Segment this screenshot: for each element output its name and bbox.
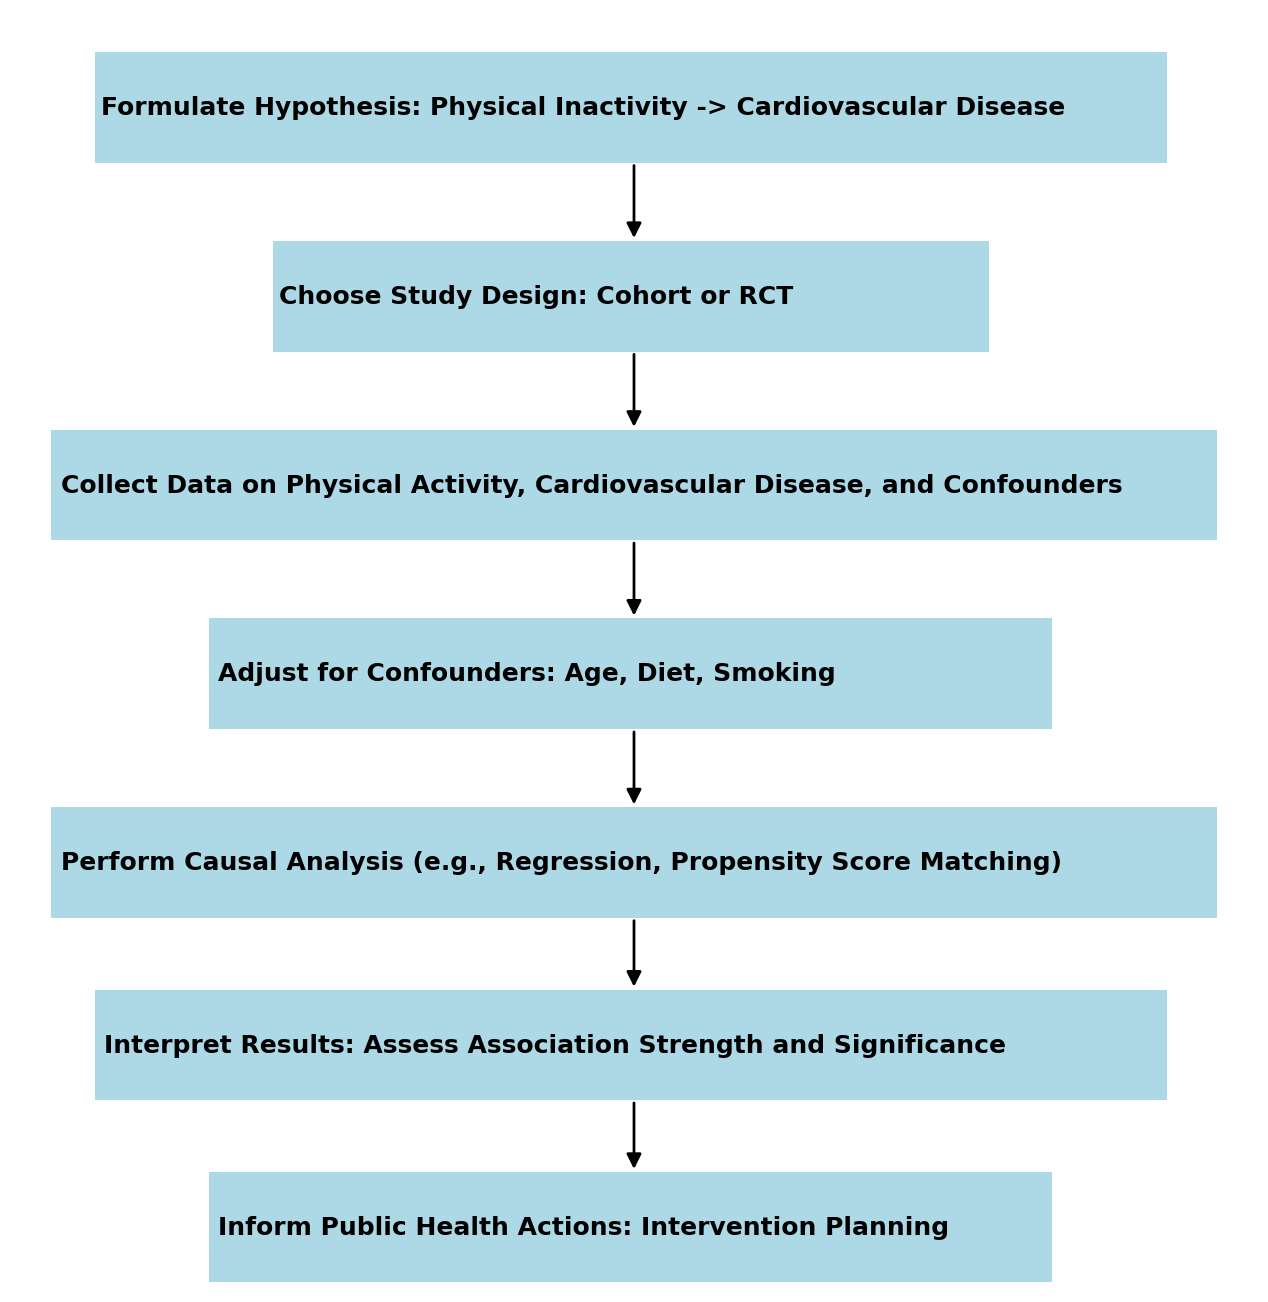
Bar [273,241,989,352]
Bar [95,52,1167,163]
Bar [209,618,1052,729]
Bar [51,430,1217,540]
Text: Inform Public Health Actions: Intervention Planning: Inform Public Health Actions: Interventi… [218,1216,950,1240]
Text: Interpret Results: Assess Association Strength and Significance: Interpret Results: Assess Association St… [104,1034,1006,1057]
Bar [209,1172,1052,1282]
Text: Perform Causal Analysis (e.g., Regression, Propensity Score Matching): Perform Causal Analysis (e.g., Regressio… [61,852,1061,875]
Text: Formulate Hypothesis: Physical Inactivity -> Cardiovascular Disease: Formulate Hypothesis: Physical Inactivit… [101,96,1065,120]
Bar [95,990,1167,1100]
Text: Adjust for Confounders: Age, Diet, Smoking: Adjust for Confounders: Age, Diet, Smoki… [218,663,836,686]
Text: Choose Study Design: Cohort or RCT: Choose Study Design: Cohort or RCT [279,285,794,309]
Text: Collect Data on Physical Activity, Cardiovascular Disease, and Confounders: Collect Data on Physical Activity, Cardi… [61,474,1122,497]
Bar [51,807,1217,918]
